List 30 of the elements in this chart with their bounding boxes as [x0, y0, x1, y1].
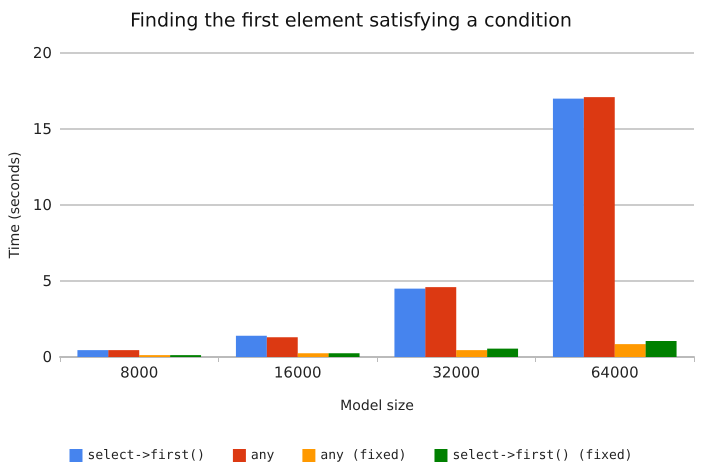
bar [456, 350, 488, 357]
y-axis-title: Time (seconds) [7, 152, 23, 260]
bar [584, 97, 615, 357]
y-tick-label: 0 [42, 348, 52, 366]
bar [425, 287, 456, 357]
x-tick-label: 8000 [120, 364, 158, 382]
legend-label: any (fixed) [320, 448, 406, 463]
bar [108, 350, 140, 357]
x-tick-label: 16000 [274, 364, 322, 382]
x-tick-label: 64000 [590, 364, 639, 382]
legend-label: select->first() [88, 448, 205, 463]
legend-label: select->first() (fixed) [452, 448, 632, 463]
bar [646, 341, 677, 357]
bar [487, 348, 518, 357]
bar [614, 344, 646, 357]
y-tick-label: 15 [32, 120, 52, 138]
x-axis-title: Model size [340, 398, 414, 414]
bar [77, 350, 108, 357]
bar [298, 353, 329, 357]
bar [266, 337, 298, 357]
x-tick-label: 32000 [432, 364, 480, 382]
legend-label: any [250, 448, 275, 463]
y-tick-label: 20 [32, 44, 52, 62]
y-tick-label: 5 [42, 272, 52, 290]
bar [552, 98, 584, 357]
y-tick-label: 10 [32, 196, 52, 214]
bar [328, 353, 360, 357]
bar [236, 336, 267, 357]
bar [394, 288, 426, 357]
chart-title: Finding the first element satisfying a condition [130, 10, 572, 32]
